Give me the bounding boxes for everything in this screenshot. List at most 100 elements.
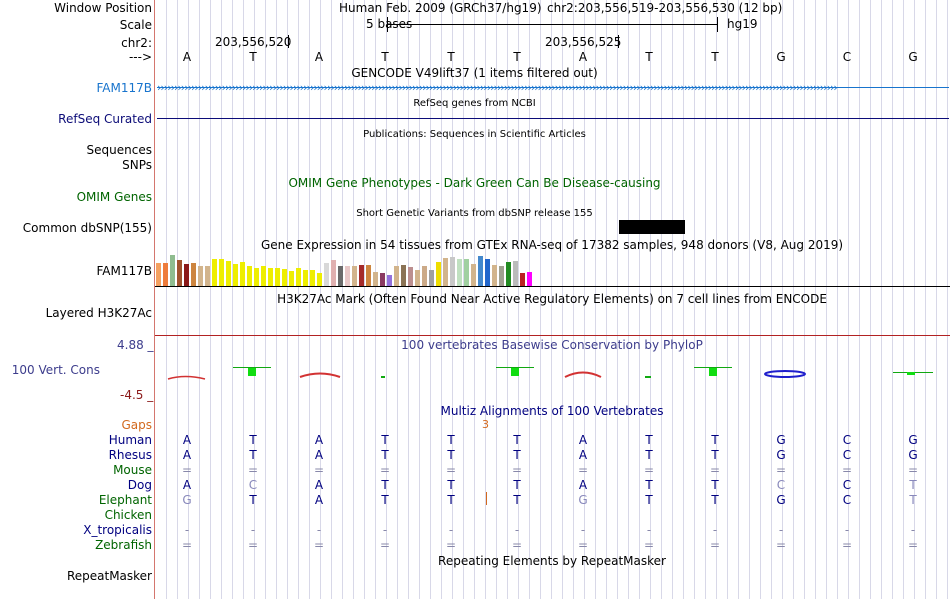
species-label-zebrafish[interactable]: Zebrafish — [95, 538, 152, 552]
reference-base: G — [908, 50, 918, 64]
gtex-tissue-bar[interactable] — [415, 270, 420, 286]
gtex-tissue-bar[interactable] — [506, 262, 511, 286]
species-label-x_tropicalis[interactable]: X_tropicalis — [83, 523, 152, 537]
gtex-tissue-bar[interactable] — [219, 259, 224, 286]
gtex-tissue-bar[interactable] — [387, 275, 392, 286]
gtex-track-title[interactable]: Gene Expression in 54 tissues from GTEx … — [260, 238, 844, 252]
omim-track-label[interactable]: OMIM Genes — [76, 190, 152, 204]
gtex-tissue-bar[interactable] — [177, 260, 182, 286]
species-label-chicken[interactable]: Chicken — [104, 508, 152, 522]
gtex-tissue-bar[interactable] — [464, 259, 469, 286]
gtex-tissue-bar[interactable] — [233, 264, 238, 286]
gtex-track-label[interactable]: FAM117B — [96, 264, 153, 278]
repeatmasker-track-label[interactable]: RepeatMasker — [66, 569, 152, 583]
gtex-tissue-bar[interactable] — [471, 264, 476, 286]
gtex-tissue-bar[interactable] — [359, 265, 364, 286]
gtex-tissue-bar[interactable] — [198, 266, 203, 286]
gtex-tissue-bar[interactable] — [331, 260, 336, 286]
gtex-tissue-bar[interactable] — [450, 257, 455, 286]
refseq-gene-line[interactable] — [157, 118, 949, 119]
dbsnp-variant-block[interactable] — [619, 220, 685, 234]
gtex-tissue-bar[interactable] — [303, 270, 308, 286]
gtex-tissue-bar[interactable] — [485, 259, 490, 286]
reference-base: C — [842, 50, 852, 64]
gtex-tissue-bar[interactable] — [282, 269, 287, 286]
species-label-mouse[interactable]: Mouse — [113, 463, 152, 477]
assembly-info[interactable]: Human Feb. 2009 (GRCh37/hg19) — [339, 1, 542, 15]
alignment-base: T — [381, 493, 389, 507]
phylop-conservation-plot[interactable] — [155, 362, 950, 392]
phylop-track-title[interactable]: 100 vertebrates Basewise Conservation by… — [401, 338, 703, 352]
grid-line — [694, 0, 695, 599]
gtex-tissue-bar[interactable] — [373, 272, 378, 286]
species-label-human[interactable]: Human — [108, 433, 152, 447]
gencode-gene-body[interactable]: ››››››››››››››››››››››››››››››››››››››››… — [157, 82, 949, 94]
snps-label[interactable]: SNPs — [122, 158, 152, 172]
dbsnp-track-label[interactable]: Common dbSNP(155) — [22, 221, 152, 235]
refseq-track-label[interactable]: RefSeq Curated — [58, 112, 152, 126]
gencode-track-label[interactable]: FAM117B — [96, 81, 153, 95]
gtex-tissue-bar[interactable] — [394, 266, 399, 286]
gtex-tissue-bar[interactable] — [205, 266, 210, 286]
gtex-tissue-bar[interactable] — [345, 266, 350, 286]
alignment-base: - — [844, 523, 850, 537]
gtex-tissue-bar[interactable] — [275, 268, 280, 286]
gtex-tissue-bar[interactable] — [247, 266, 252, 286]
h3k27ac-track-label[interactable]: Layered H3K27Ac — [45, 306, 152, 320]
gtex-tissue-bar[interactable] — [401, 265, 406, 286]
alignment-base: T — [645, 478, 653, 492]
gtex-tissue-bar[interactable] — [380, 273, 385, 286]
alignment-base: A — [182, 478, 192, 492]
gtex-tissue-bar[interactable] — [226, 261, 231, 286]
gtex-tissue-bar[interactable] — [191, 263, 196, 286]
gencode-track-title[interactable]: GENCODE V49lift37 (1 items filtered out) — [351, 66, 598, 80]
gtex-tissue-bar[interactable] — [212, 259, 217, 286]
gtex-tissue-bar[interactable] — [520, 273, 525, 286]
h3k27ac-signal-line[interactable] — [155, 335, 950, 336]
gtex-tissue-bar[interactable] — [352, 266, 357, 286]
species-label-dog[interactable]: Dog — [127, 478, 152, 492]
gtex-tissue-bar[interactable] — [527, 272, 532, 286]
gtex-tissue-bar[interactable] — [338, 266, 343, 286]
grid-line — [782, 0, 783, 599]
gtex-tissue-bar[interactable] — [261, 266, 266, 286]
gtex-tissue-bar[interactable] — [492, 265, 497, 286]
gtex-tissue-bar[interactable] — [289, 271, 294, 286]
gtex-tissue-bar[interactable] — [268, 268, 273, 286]
gtex-tissue-bar[interactable] — [499, 266, 504, 286]
multiz-track-title[interactable]: Multiz Alignments of 100 Vertebrates — [440, 404, 664, 418]
position-info[interactable]: chr2:203,556,519-203,556,530 (12 bp) — [547, 1, 783, 15]
gtex-tissue-bar[interactable] — [513, 261, 518, 286]
phylop-track-label[interactable]: 100 Vert. Cons — [11, 363, 100, 377]
gtex-tissue-bar[interactable] — [478, 256, 483, 286]
repeatmasker-track-title[interactable]: Repeating Elements by RepeatMasker — [438, 554, 666, 568]
h3k27ac-track-title[interactable]: H3K27Ac Mark (Often Found Near Active Re… — [277, 292, 827, 306]
gtex-tissue-bar[interactable] — [443, 258, 448, 286]
gtex-tissue-bar[interactable] — [310, 270, 315, 286]
gtex-tissue-bar[interactable] — [429, 270, 434, 286]
gtex-tissue-bar[interactable] — [296, 268, 301, 286]
gtex-tissue-bar[interactable] — [408, 267, 413, 286]
sequences-label[interactable]: Sequences — [86, 143, 152, 157]
publications-track-title[interactable]: Publications: Sequences in Scientific Ar… — [363, 129, 586, 140]
gtex-tissue-bar[interactable] — [156, 263, 161, 286]
species-label-rhesus[interactable]: Rhesus — [108, 448, 152, 462]
gtex-tissue-bar[interactable] — [422, 266, 427, 286]
gtex-tissue-bar[interactable] — [366, 265, 371, 286]
dbsnp-track-title[interactable]: Short Genetic Variants from dbSNP releas… — [356, 208, 593, 219]
gtex-tissue-bar[interactable] — [317, 273, 322, 286]
gaps-label[interactable]: Gaps — [121, 418, 152, 432]
gtex-tissue-bar[interactable] — [324, 263, 329, 286]
species-label-elephant[interactable]: Elephant — [98, 493, 152, 507]
omim-track-title[interactable]: OMIM Gene Phenotypes - Dark Green Can Be… — [288, 176, 661, 190]
gtex-tissue-bar[interactable] — [254, 268, 259, 286]
refseq-track-title[interactable]: RefSeq genes from NCBI — [413, 98, 536, 109]
gtex-tissue-bar[interactable] — [163, 263, 168, 286]
grid-line — [826, 0, 827, 599]
gtex-tissue-bar[interactable] — [170, 255, 175, 286]
gtex-tissue-bar[interactable] — [184, 264, 189, 286]
alignment-base: = — [841, 538, 853, 552]
gtex-tissue-bar[interactable] — [240, 262, 245, 286]
gtex-tissue-bar[interactable] — [436, 262, 441, 286]
gtex-tissue-bar[interactable] — [457, 259, 462, 286]
